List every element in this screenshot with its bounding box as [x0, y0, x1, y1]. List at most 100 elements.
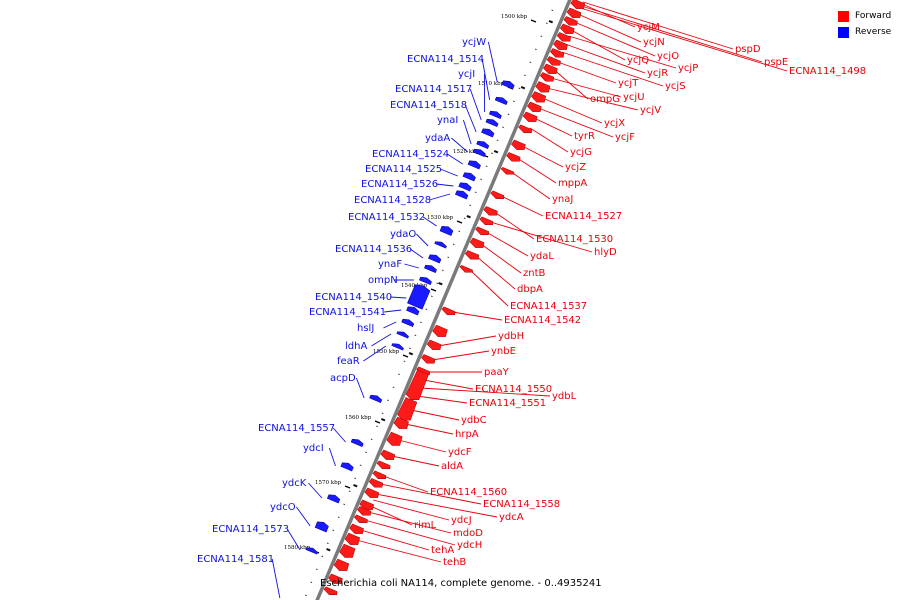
- forward-gene-38: [368, 478, 384, 488]
- gene-label-ecna114-1560: ECNA114_1560: [430, 487, 507, 498]
- reverse-gene-11: [455, 190, 469, 200]
- leader-line-ecna114-1560: [383, 475, 429, 493]
- minor-tick: [436, 282, 439, 284]
- tick-label-1540-kbp: 1540 kbp: [401, 283, 428, 289]
- gene-label-ydbc: ydbC: [461, 415, 487, 426]
- gene-label-ecna114-1517: ECNA114_1517: [395, 84, 472, 95]
- gene-label-ecna114-1518: ECNA114_1518: [390, 100, 467, 111]
- reverse-gene-arrow: [481, 128, 495, 138]
- forward-gene-35: [380, 449, 396, 460]
- reverse-gene-26: [314, 521, 329, 533]
- gene-label-ycjr: ycjR: [647, 68, 668, 79]
- gene-label-ydck: ydcK: [282, 478, 307, 489]
- backbone-axis: [315, 0, 572, 600]
- forward-gene-27: [432, 324, 448, 337]
- forward-gene-44: [344, 532, 361, 545]
- minor-tick: [310, 581, 313, 583]
- reverse-gene-arrow: [434, 241, 447, 249]
- gene-label-ecna114-1550: ECNA114_1550: [475, 384, 552, 395]
- gene-label-ydbh: ydbH: [498, 331, 524, 342]
- forward-gene-arrow: [483, 206, 498, 216]
- scale-mark-1: [548, 19, 554, 24]
- reverse-gene-arrow: [455, 190, 469, 200]
- scale-mark-9: [326, 548, 331, 552]
- leader-line-ecna114-1536: [409, 248, 424, 259]
- reverse-gene-18: [406, 306, 420, 316]
- gene-label-ycjo: ycjO: [657, 51, 679, 62]
- reverse-gene-1: [501, 80, 515, 90]
- forward-gene-10: [539, 72, 555, 82]
- gene-label-ycjz: ycjZ: [565, 162, 586, 173]
- leader-line-ecna114-1527: [501, 195, 544, 217]
- reverse-gene-arrow: [485, 118, 499, 127]
- reverse-swatch: [838, 26, 849, 38]
- gene-label-ydaa: ydaA: [425, 133, 450, 144]
- gene-label-ecna114-1525: ECNA114_1525: [365, 164, 442, 175]
- reverse-gene-arrow: [305, 547, 318, 555]
- gene-label-ycjp: ycjP: [678, 63, 698, 74]
- leader-line-ecna114-1526: [436, 183, 454, 187]
- leader-line-ycjz: [522, 145, 564, 168]
- scale-mark-2: [520, 85, 526, 90]
- leader-line-pspe: [581, 5, 763, 63]
- minor-tick: [387, 399, 389, 401]
- minor-tick: [524, 74, 526, 76]
- forward-gene-17: [506, 152, 521, 162]
- forward-gene-16: [511, 139, 526, 150]
- reverse-gene-arrow: [406, 306, 420, 316]
- leader-line-ycjo: [574, 21, 656, 57]
- gene-label-ecna114-1540: ECNA114_1540: [315, 292, 392, 303]
- label-layer: ycjM ycjN ycjO ycjQ ycjP ycjR ycjS ycjT ompG ycjU…: [197, 22, 866, 568]
- legend-forward: Forward: [838, 8, 891, 24]
- reverse-gene-arrow: [494, 96, 508, 105]
- forward-gene-45: [339, 543, 356, 558]
- leader-line-ecna114-1524: [446, 153, 463, 165]
- leader-line-teha: [360, 529, 430, 551]
- leader-line-ydbh: [437, 335, 497, 347]
- forward-gene-arrow: [339, 543, 356, 558]
- reverse-gene-4: [485, 118, 499, 127]
- gene-label-ecna114-1551: ECNA114_1551: [469, 398, 546, 409]
- reverse-gene-19: [401, 318, 415, 327]
- minor-tick: [403, 360, 406, 362]
- tick-label-1580-kbp: 1580 kbp: [284, 545, 311, 551]
- tick-mark: [430, 288, 437, 292]
- forward-gene-20: [483, 206, 498, 216]
- forward-gene-4: [559, 23, 575, 34]
- forward-gene-arrow: [368, 478, 384, 488]
- gene-label-ldha: ldhA: [345, 341, 367, 352]
- leader-line-ecna114-1542: [452, 311, 503, 321]
- leader-line-ydck: [308, 482, 323, 499]
- forward-gene-arrow: [344, 532, 361, 545]
- forward-gene-22: [475, 226, 490, 236]
- minor-tick: [551, 9, 554, 11]
- forward-gene-9: [543, 63, 558, 74]
- minor-tick: [463, 217, 466, 219]
- gene-label-ynaj: ynaJ: [552, 194, 573, 205]
- minor-tick: [458, 230, 461, 232]
- minor-tick: [474, 191, 477, 193]
- forward-gene-40: [359, 499, 374, 510]
- minor-tick: [414, 334, 417, 336]
- reverse-gene-16: [418, 276, 432, 285]
- gene-label-ycjg: ycjG: [570, 147, 592, 158]
- forward-gene-48: [323, 586, 338, 596]
- reverse-gene-arrow: [472, 148, 486, 157]
- forward-gene-arrow: [546, 56, 561, 66]
- leader-line-ecna114-1551: [416, 395, 468, 404]
- reverse-gene-arrow: [476, 140, 490, 149]
- leader-line-acpd: [355, 377, 365, 399]
- gene-label-ecna114-1498: ECNA114_1498: [789, 66, 866, 77]
- leader-line-ydaa: [451, 137, 469, 153]
- forward-gene-31: [405, 369, 429, 401]
- leader-line-ydbc: [410, 409, 460, 421]
- gene-label-ynai: ynaI: [437, 115, 458, 126]
- leader-line-ynbe: [432, 350, 490, 361]
- gene-label-ecna114-1528: ECNA114_1528: [354, 195, 431, 206]
- forward-gene-arrow: [553, 39, 568, 50]
- forward-gene-2: [566, 7, 582, 18]
- forward-gene-arrow: [405, 369, 429, 401]
- leader-line-ycjm: [581, 3, 636, 28]
- reverse-gene-21: [391, 343, 404, 351]
- leader-line-ydal: [485, 231, 529, 257]
